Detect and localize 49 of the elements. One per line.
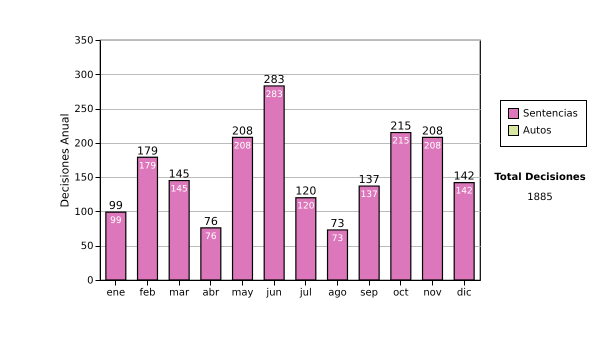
x-tick-label: nov — [423, 288, 442, 298]
x-tick-label: dic — [456, 288, 472, 298]
y-tick-label: 150 — [74, 172, 94, 184]
total-label: 137 — [358, 173, 380, 186]
x-tick-label: ene — [106, 288, 126, 298]
total-label: 73 — [330, 216, 344, 230]
legend-label: Sentencias — [523, 108, 578, 120]
text: Total Decisiones — [494, 172, 586, 183]
data-label: 215 — [392, 136, 410, 147]
x-tick-label: jun — [265, 288, 282, 298]
data-label: 99 — [110, 216, 122, 226]
total-label: 120 — [295, 184, 316, 198]
y-tick-label: 100 — [74, 206, 94, 218]
total-label: 99 — [108, 199, 123, 212]
total-label: 76 — [204, 214, 218, 228]
data-label: 120 — [297, 202, 315, 212]
x-tick-label: mar — [169, 288, 190, 298]
total-label: 179 — [137, 144, 158, 158]
total-label: 215 — [390, 120, 412, 133]
x-tick-label: abr — [202, 288, 220, 298]
data-label: 76 — [205, 232, 217, 242]
total-label: 208 — [232, 124, 253, 138]
y-tick-label: 350 — [74, 36, 94, 46]
x-tick-label: sep — [360, 288, 378, 298]
data-label: 179 — [138, 161, 156, 172]
data-label: 145 — [170, 184, 188, 195]
text: 1885 — [527, 192, 553, 203]
legend-label: Autos — [523, 126, 552, 136]
x-tick-label: jul — [298, 288, 312, 298]
x-tick-label: ago — [328, 288, 347, 298]
total-label: 145 — [168, 168, 190, 181]
data-label: 208 — [424, 141, 442, 152]
total-label: 283 — [264, 72, 285, 86]
data-label: 73 — [332, 234, 344, 244]
y-tick-label: 250 — [74, 104, 94, 116]
y-axis-title: Decisiones Anual — [58, 113, 72, 208]
total-label: 208 — [422, 124, 443, 138]
data-label: 142 — [456, 186, 473, 197]
x-tick-label: may — [232, 288, 254, 298]
y-tick-label: 300 — [74, 70, 94, 81]
y-tick-label: 0 — [87, 276, 94, 286]
data-label: 283 — [266, 90, 283, 100]
x-tick-label: feb — [139, 288, 156, 298]
y-tick-label: 200 — [74, 138, 94, 150]
total-label: 142 — [454, 170, 475, 183]
y-tick-label: 50 — [80, 241, 94, 252]
data-label: 137 — [360, 190, 378, 200]
data-label: 208 — [234, 141, 252, 152]
x-tick-label: oct — [393, 288, 409, 298]
